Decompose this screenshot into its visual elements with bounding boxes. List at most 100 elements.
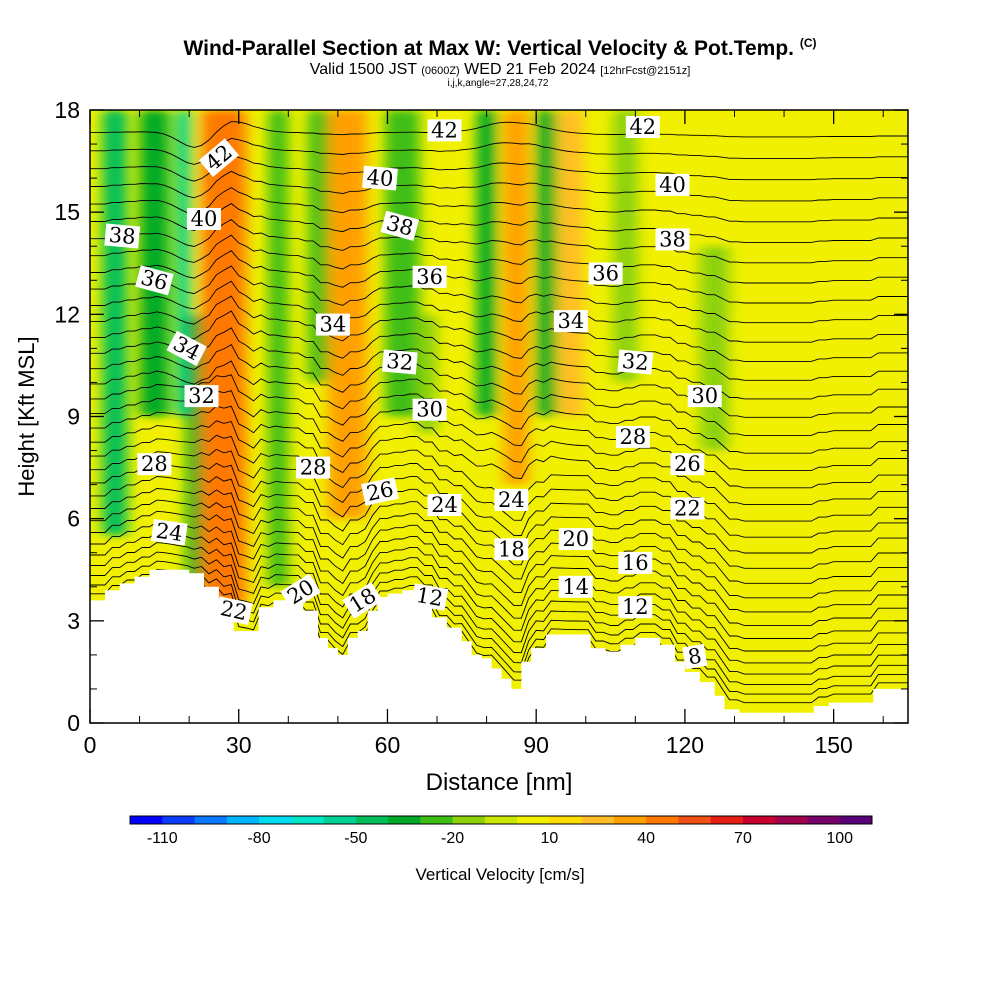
theta-contour-line bbox=[90, 295, 908, 362]
contour-label-40: 40 bbox=[362, 165, 398, 191]
contour-label-text: 42 bbox=[431, 118, 458, 142]
colorbar-swatch bbox=[388, 816, 421, 824]
contour-label-box bbox=[558, 575, 593, 598]
theta-contour-line bbox=[90, 187, 908, 223]
x-tick-label: 150 bbox=[814, 732, 852, 758]
colorbar-swatch bbox=[162, 816, 196, 824]
contour-label-32: 32 bbox=[184, 384, 219, 408]
contour-label-text: 24 bbox=[154, 519, 184, 546]
colorbar-tick-label: -110 bbox=[147, 830, 178, 847]
velocity-band bbox=[139, 110, 170, 417]
colorbar-swatch bbox=[678, 816, 712, 824]
contour-label-box bbox=[427, 119, 462, 142]
contour-label-34: 34 bbox=[553, 309, 588, 333]
contour-label-box bbox=[617, 349, 654, 375]
colorbar-swatch bbox=[259, 816, 292, 824]
velocity-band bbox=[476, 110, 497, 417]
chart-title: Wind-Parallel Section at Max W: Vertical… bbox=[0, 36, 1000, 61]
contour-label-box bbox=[670, 497, 705, 520]
colorbar-swatch bbox=[549, 816, 583, 824]
contour-label-text: 40 bbox=[659, 173, 686, 197]
contour-label-30: 30 bbox=[687, 384, 722, 408]
contour-label-14: 14 bbox=[558, 575, 593, 599]
theta-contour-line bbox=[90, 343, 908, 418]
contour-label-42: 42 bbox=[427, 118, 462, 142]
contour-label-box bbox=[682, 643, 708, 670]
contour-label-box bbox=[214, 596, 253, 625]
contour-label-box bbox=[412, 265, 447, 288]
contour-label-box bbox=[381, 349, 418, 375]
theta-contour-line bbox=[90, 265, 908, 324]
x-tick-label: 30 bbox=[226, 732, 252, 758]
contour-label-38: 38 bbox=[104, 223, 141, 249]
colorbar-swatch bbox=[130, 816, 163, 824]
contour-label-box bbox=[427, 494, 462, 516]
theta-contour-line bbox=[90, 420, 908, 506]
colorbar-tick-label: -20 bbox=[441, 830, 464, 847]
colorbar-swatch bbox=[355, 816, 389, 824]
contour-label-34: 34 bbox=[315, 313, 350, 337]
contour-label-24: 24 bbox=[150, 519, 188, 546]
theta-contour-line bbox=[90, 360, 908, 436]
colorbar-swatch bbox=[742, 816, 776, 824]
contour-label-box bbox=[166, 330, 207, 367]
contour-label-box bbox=[494, 488, 529, 511]
colorbar-swatch bbox=[484, 816, 518, 824]
colorbar-swatch bbox=[646, 816, 679, 824]
y-tick-label: 3 bbox=[67, 608, 80, 634]
contour-label-38: 38 bbox=[655, 227, 690, 251]
theta-contour-line bbox=[90, 551, 908, 664]
section-params: i,j,k,angle=27,28,24,72 bbox=[0, 78, 998, 89]
theta-contour-line bbox=[90, 499, 908, 599]
contour-label-40: 40 bbox=[655, 173, 690, 197]
colorbar-swatch bbox=[839, 816, 873, 824]
contour-label-22: 22 bbox=[214, 596, 253, 625]
contour-label-32: 32 bbox=[381, 349, 418, 375]
colorbar-tick-label: 70 bbox=[734, 830, 752, 847]
contour-label-18: 18 bbox=[494, 537, 529, 561]
theta-contour-line bbox=[90, 280, 908, 343]
contour-label-text: 24 bbox=[498, 488, 525, 512]
contour-label-text: 22 bbox=[674, 497, 701, 521]
contour-label-text: 26 bbox=[674, 452, 701, 476]
contour-label-box bbox=[410, 583, 449, 611]
contour-label-text: 36 bbox=[592, 262, 619, 286]
velocity-band bbox=[558, 110, 584, 417]
valid-time: Valid 1500 JST bbox=[309, 61, 417, 78]
contour-label-box bbox=[558, 528, 593, 551]
velocity-band bbox=[201, 110, 247, 604]
colorbar-tick-label: 100 bbox=[826, 830, 853, 847]
contour-label-text: 14 bbox=[562, 575, 589, 599]
contour-label-40: 40 bbox=[187, 207, 221, 231]
contour-label-box bbox=[296, 456, 331, 479]
contour-label-text: 26 bbox=[364, 477, 395, 506]
chart-subtitle: Valid 1500 JST (0600Z) WED 21 Feb 2024 [… bbox=[0, 61, 1000, 79]
theta-contour-line bbox=[90, 405, 908, 489]
contour-label-box bbox=[655, 173, 690, 196]
theta-contour-line bbox=[90, 510, 908, 613]
contour-label-8: 8 bbox=[682, 643, 708, 670]
colorbar-swatch bbox=[710, 816, 744, 824]
contour-label-box bbox=[687, 385, 722, 408]
contour-label-text: 30 bbox=[416, 398, 443, 422]
colorbar-swatch bbox=[420, 816, 454, 824]
contour-label-text: 28 bbox=[620, 425, 647, 449]
contour-label-16: 16 bbox=[618, 551, 653, 575]
contour-label-text: 40 bbox=[191, 207, 218, 231]
colorbar-tick-label: -50 bbox=[344, 830, 367, 847]
colorbar-swatch bbox=[613, 816, 647, 824]
x-tick-label: 90 bbox=[523, 732, 549, 758]
contour-label-20: 20 bbox=[558, 527, 593, 551]
theta-contour-line bbox=[90, 390, 908, 472]
valid-date: WED 21 Feb 2024 bbox=[464, 61, 596, 78]
contour-label-text: 32 bbox=[385, 349, 414, 375]
velocity-band bbox=[734, 314, 775, 655]
theta-contour-line bbox=[90, 542, 908, 652]
colorbar-label: Vertical Velocity [cm/s] bbox=[415, 865, 584, 884]
x-tick-label: 60 bbox=[375, 732, 401, 758]
velocity-band bbox=[536, 110, 557, 417]
theta-contour-line bbox=[90, 218, 908, 264]
contour-label-text: 28 bbox=[141, 452, 168, 476]
